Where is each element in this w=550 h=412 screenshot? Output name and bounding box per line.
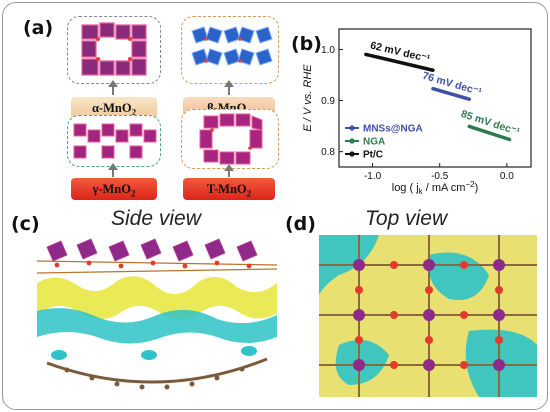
legend-label: NGA bbox=[363, 137, 385, 148]
legend-marker bbox=[349, 151, 355, 157]
arrow-up-icon bbox=[108, 80, 118, 95]
t-mno2-caption: T-MnO2 bbox=[183, 178, 275, 200]
gamma-mno2-caption: γ-MnO2 bbox=[71, 178, 157, 200]
side-view-structure bbox=[37, 238, 277, 390]
x-axis-label: log ( jk / mA cm−2) bbox=[392, 180, 478, 195]
legend-label: Pt/C bbox=[363, 150, 383, 161]
panel-d-label: (d) bbox=[285, 213, 316, 235]
x-tick-label: -1.0 bbox=[364, 171, 382, 182]
alpha-mno2-caption: α-MnO2 bbox=[71, 97, 157, 119]
x-tick-label: 0.0 bbox=[500, 171, 514, 182]
series-line bbox=[364, 52, 435, 72]
alpha-mno2-structure bbox=[67, 16, 161, 84]
legend-marker bbox=[349, 138, 355, 144]
gamma-mno2-structure bbox=[67, 115, 161, 167]
arrow-up-icon bbox=[224, 80, 234, 95]
series-line bbox=[431, 86, 471, 101]
x-tick-label: -0.5 bbox=[431, 171, 449, 182]
series-line bbox=[467, 124, 512, 142]
panel-b-label: (b) bbox=[291, 33, 322, 55]
y-tick-label: 1.0 bbox=[321, 45, 335, 56]
legend-label: MNSs@NGA bbox=[363, 124, 423, 135]
top-view-title: Top view bbox=[365, 207, 448, 230]
arrow-up-icon bbox=[224, 164, 234, 177]
y-axis-label: E / V vs. RHE bbox=[302, 64, 314, 132]
arrow-up-icon bbox=[108, 163, 118, 177]
y-tick-label: 0.9 bbox=[321, 96, 335, 107]
plot-area bbox=[338, 28, 532, 168]
t-mno2-structure bbox=[181, 109, 279, 169]
panel-c-label: (c) bbox=[11, 213, 40, 235]
tafel-chart: -1.0 -0.5 0.00.80.91.0 76 mV dec⁻¹85 mV de… bbox=[302, 28, 532, 195]
legend-marker bbox=[349, 125, 355, 131]
beta-mno2-structure bbox=[181, 16, 279, 84]
side-view-title: Side view bbox=[111, 207, 201, 230]
panel-a-label: (a) bbox=[23, 17, 54, 39]
y-tick-label: 0.8 bbox=[321, 147, 335, 158]
top-view-structure bbox=[319, 235, 537, 397]
